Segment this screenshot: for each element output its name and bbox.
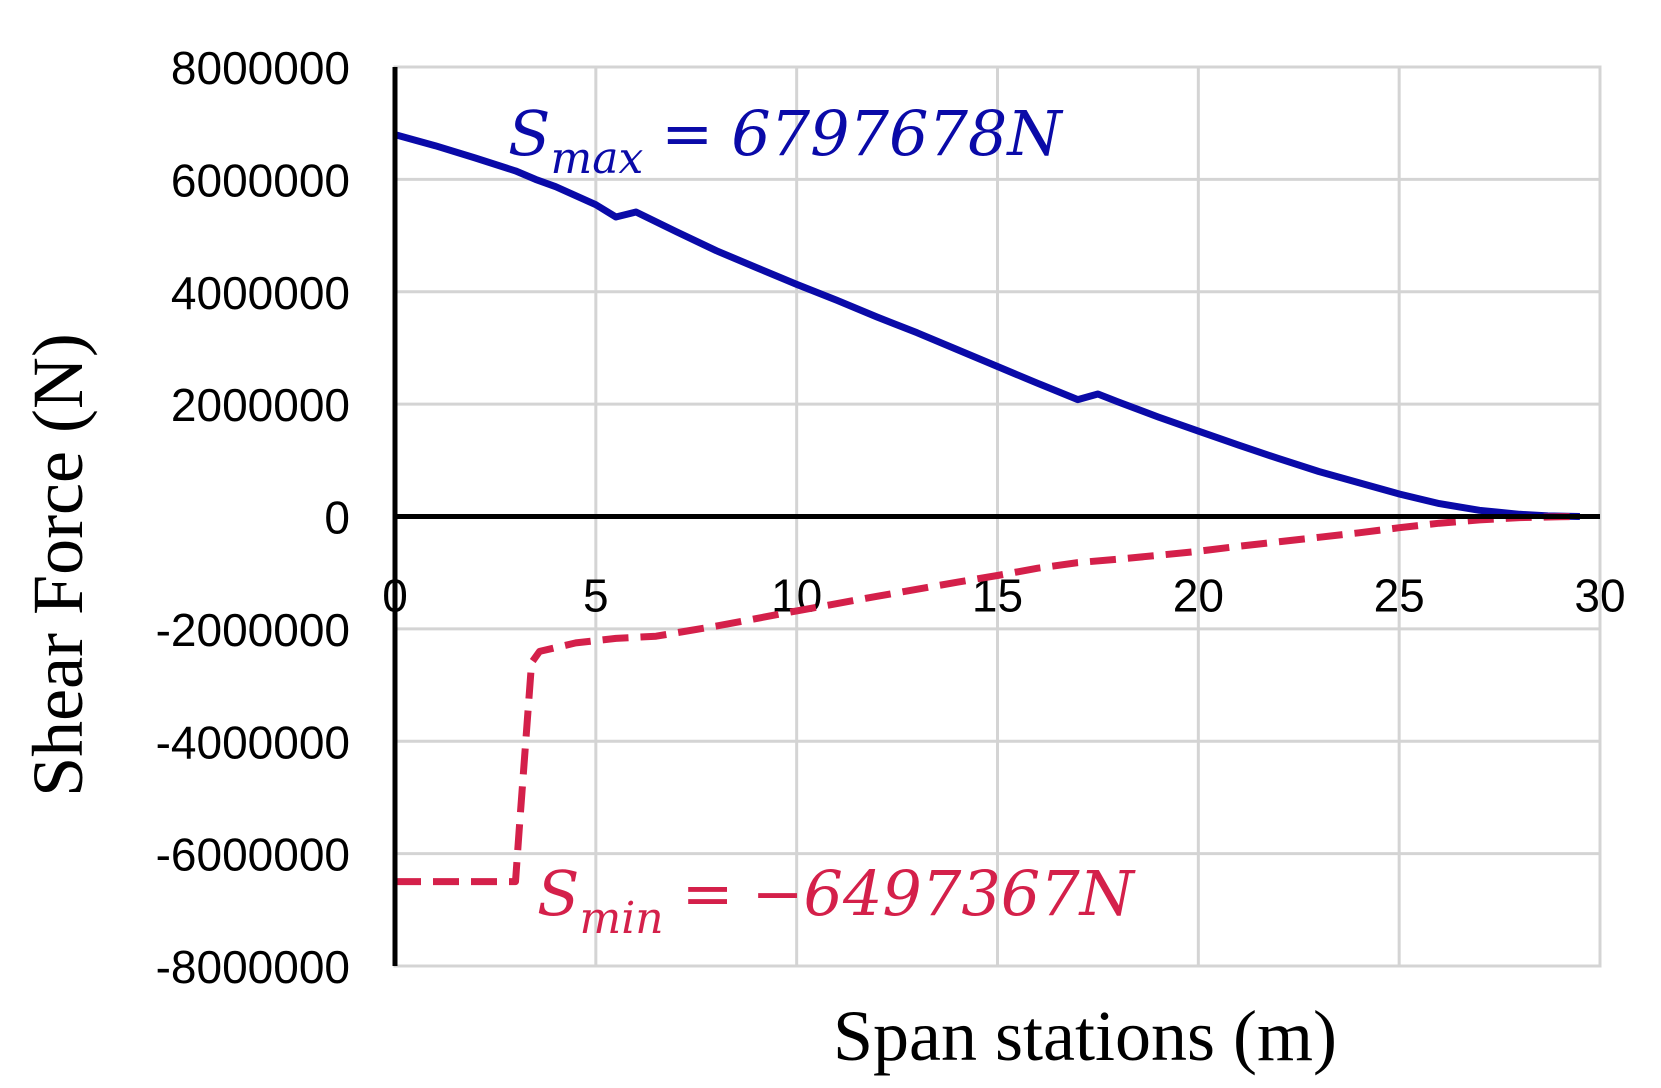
y-tick-labels: 8000000 6000000 4000000 2000000 0 -2000000 -40… <box>156 42 350 993</box>
x-tick-label: 5 <box>583 570 609 622</box>
smax-equals: = <box>661 97 713 170</box>
smin-value: −6497367N <box>752 857 1137 930</box>
y-tick-label: 6000000 <box>171 154 350 206</box>
series-line-min <box>395 513 1580 886</box>
smax-symbol: S <box>508 97 550 170</box>
series-line-max <box>394 131 1580 520</box>
smin-subscript: min <box>579 893 663 944</box>
smin-equals: = <box>682 857 734 930</box>
smax-annotation: Smax = 6797678N <box>508 97 1064 184</box>
axes <box>392 67 1600 966</box>
smin-annotation: Smin = −6497367N <box>537 857 1137 944</box>
smin-symbol: S <box>537 857 579 930</box>
smax-subscript: max <box>550 133 643 184</box>
y-tick-label: -8000000 <box>156 941 350 993</box>
y-tick-label: -6000000 <box>156 829 350 881</box>
y-tick-label: -2000000 <box>156 604 350 656</box>
smax-value: 6797678N <box>731 97 1064 170</box>
x-tick-label: 30 <box>1574 570 1625 622</box>
x-tick-label: 25 <box>1374 570 1425 622</box>
y-tick-label: -4000000 <box>156 716 350 768</box>
y-tick-label: 0 <box>324 492 350 544</box>
x-axis-title: Span stations (m) <box>833 996 1337 1076</box>
x-tick-label: 20 <box>1173 570 1224 622</box>
y-tick-label: 8000000 <box>171 42 350 94</box>
y-axis-title: Shear Force (N) <box>18 333 98 797</box>
y-tick-label: 4000000 <box>171 267 350 319</box>
series-lines <box>394 131 1580 886</box>
y-tick-label: 2000000 <box>171 379 350 431</box>
